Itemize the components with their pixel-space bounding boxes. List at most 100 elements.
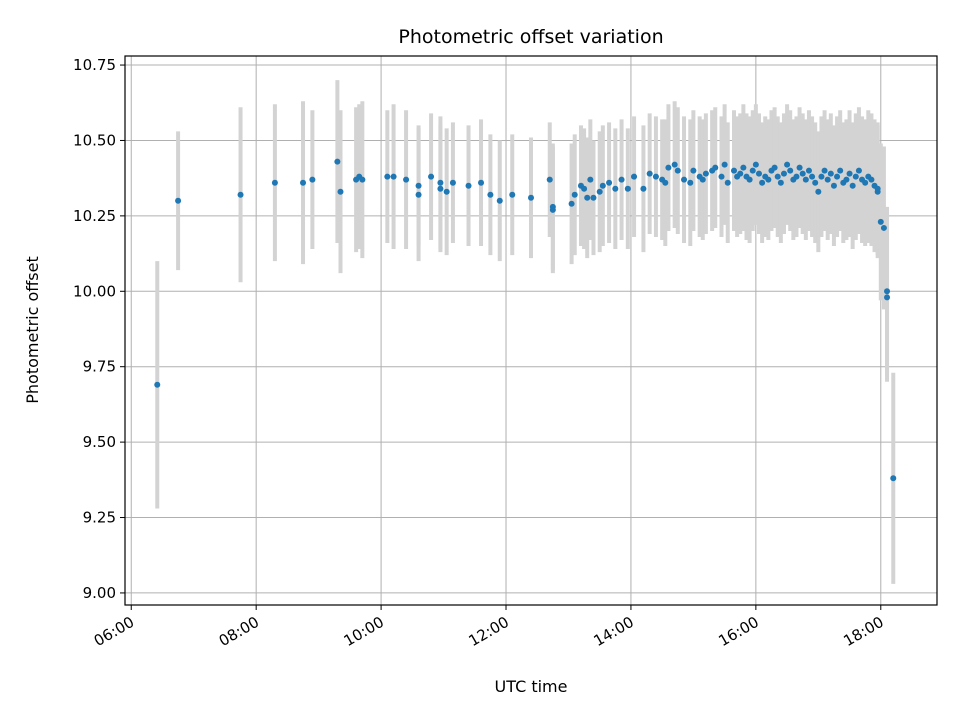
data-point [449,179,456,186]
data-point [300,179,307,186]
data-point [337,188,344,195]
y-tick-label: 10.00 [73,282,116,300]
data-point [805,167,812,174]
data-point [631,173,638,180]
data-point [596,188,603,195]
data-point [802,176,809,183]
data-point [390,173,397,180]
x-axis-label: UTC time [495,677,568,696]
data-point [780,170,787,177]
data-point [359,176,366,183]
data-point [830,182,837,189]
data-point [812,179,819,186]
data-point [309,176,316,183]
data-point [787,167,794,174]
data-point [846,170,853,177]
data-point [487,191,494,198]
data-point [890,475,897,482]
data-point [175,197,182,204]
data-point [884,294,891,301]
y-tick-label: 10.25 [73,207,116,225]
data-point [784,161,791,168]
data-point [818,173,825,180]
data-point [880,224,887,231]
data-point [874,185,881,192]
y-axis-ticks: 9.00 9.25 9.50 9.75 10.00 10.25 10.50 10.75 [73,56,125,602]
data-point [793,173,800,180]
data-point [646,170,653,177]
data-point [671,161,678,168]
data-point [437,185,444,192]
data-point [571,191,578,198]
data-point [496,197,503,204]
data-point [777,179,784,186]
data-point [478,179,485,186]
data-point [752,161,759,168]
data-point [765,176,772,183]
data-point [415,191,422,198]
data-point [771,164,778,171]
data-point [590,194,597,201]
data-point [546,176,553,183]
data-point [415,182,422,189]
data-point [528,194,534,201]
data-point [428,173,435,180]
data-point [384,173,391,180]
data-point [690,167,697,174]
data-point [403,176,410,183]
data-point [618,176,625,183]
data-point [599,182,606,189]
data-point [824,176,831,183]
data-point [334,158,341,165]
data-point [652,173,659,180]
data-point [759,179,766,186]
data-point [827,170,834,177]
data-point [640,185,647,192]
data-point [868,176,875,183]
data-point [721,161,728,168]
y-tick-label: 9.25 [83,509,116,527]
data-point [799,170,806,177]
y-tick-label: 10.75 [73,56,116,74]
data-point [755,170,762,177]
data-point [837,167,844,174]
y-tick-label: 9.75 [83,358,116,376]
data-point [877,218,884,225]
data-point [443,188,450,195]
data-point [834,173,841,180]
data-point [718,173,725,180]
data-point [674,167,681,174]
data-point [884,288,891,295]
data-point [606,179,613,186]
data-point [862,179,869,186]
data-point [815,188,822,195]
data-point [737,170,744,177]
data-point [584,194,591,201]
y-axis-label: Photometric offset [23,256,42,404]
data-point [843,176,850,183]
data-point [809,173,816,180]
data-point [549,206,556,213]
data-point [699,176,706,183]
data-point [746,176,753,183]
data-point [749,167,756,174]
data-point [855,167,862,174]
chart-title: Photometric offset variation [398,26,663,48]
data-point [509,191,516,198]
data-point [587,176,594,183]
data-point [796,164,803,171]
data-points [154,158,897,482]
y-tick-label: 10.50 [73,131,116,149]
data-point [665,164,672,171]
data-point [702,170,709,177]
data-point [774,173,781,180]
data-point [724,179,731,186]
data-point [681,176,688,183]
plot-frame [124,55,938,606]
data-point [465,182,472,189]
data-point [821,167,828,174]
data-point [437,179,444,186]
data-point [662,179,669,186]
